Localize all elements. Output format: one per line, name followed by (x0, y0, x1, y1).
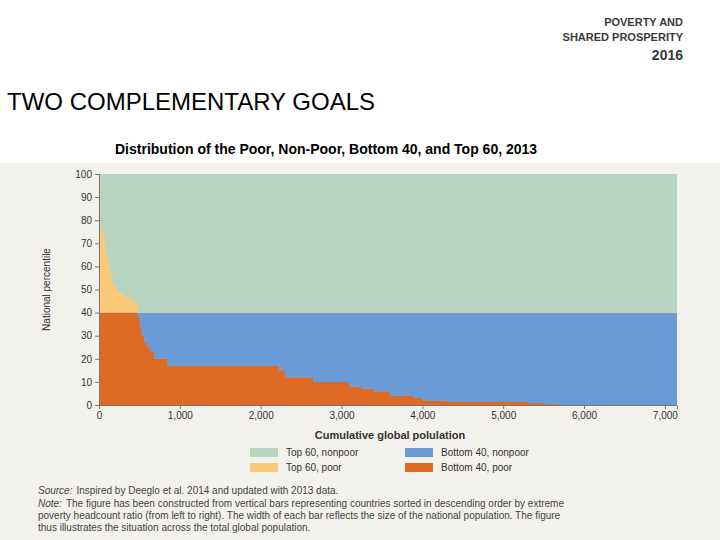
x-tick-mark (665, 405, 666, 409)
y-tick: 50 (81, 284, 99, 295)
x-axis-title: Cumulative global polulation (315, 429, 466, 441)
x-tick: 3,000 (330, 405, 355, 421)
x-tick: 1,000 (168, 405, 193, 421)
x-tick-label: 6,000 (572, 410, 597, 421)
y-tick: 70 (81, 238, 99, 249)
x-tick-label: 5,000 (491, 410, 516, 421)
x-axis-line (100, 406, 678, 410)
logo-text: 2016 (652, 47, 683, 63)
source-text: Inspired by Deeglo et al. 2014 and updat… (76, 485, 338, 496)
x-tick-label: 0 (97, 410, 103, 421)
y-tick: 40 (81, 307, 99, 318)
legend-label: Bottom 40, poor (441, 462, 513, 473)
y-tick-label: 40 (81, 307, 93, 318)
y-tick-label: 50 (81, 284, 93, 295)
y-tick: 80 (81, 215, 99, 226)
chart-title: Distribution of the Poor, Non-Poor, Bott… (115, 141, 537, 157)
x-tick-mark (422, 405, 423, 409)
y-tick-label: 80 (81, 215, 93, 226)
slide: POVERTY AND SHARED PROSPERITY 2016 TWO COMP… (0, 0, 720, 540)
x-tick: 0 (97, 405, 103, 421)
y-tick-mark (95, 313, 99, 314)
x-tick-label: 4,000 (410, 410, 435, 421)
y-tick: 100 (75, 169, 99, 180)
y-tick-label: 10 (81, 377, 93, 388)
y-tick-mark (95, 266, 99, 267)
y-tick-label: 20 (81, 354, 93, 365)
x-tick-label: 1,000 (168, 410, 193, 421)
y-tick-label: 90 (81, 192, 93, 203)
x-tick: 2,000 (249, 405, 274, 421)
y-tick-mark (95, 220, 99, 221)
x-tick: 5,000 (491, 405, 516, 421)
x-tick: 6,000 (572, 405, 597, 421)
legend-label: Top 60, poor (286, 462, 342, 473)
x-tick: 7,000 (653, 405, 678, 421)
y-tick-mark (95, 290, 99, 291)
y-axis-line (95, 175, 100, 406)
note-text: The figure has been constructed from ver… (66, 498, 564, 509)
legend-swatch (405, 448, 433, 457)
y-tick: 10 (81, 377, 99, 388)
y-tick-label: 60 (81, 261, 93, 272)
x-tick: 4,000 (410, 405, 435, 421)
y-tick: 60 (81, 261, 99, 272)
x-tick-mark (503, 405, 504, 409)
y-tick-mark (95, 382, 99, 383)
legend: Top 60, nonpoor Bottom 40, nonpoor Top 60,… (250, 447, 530, 473)
chart-panel (0, 163, 720, 540)
source-label: Source: (38, 485, 73, 496)
y-tick: 90 (81, 192, 99, 203)
y-tick-label: 100 (75, 169, 92, 180)
note-text: poverty headcount ratio (from left to ri… (38, 510, 561, 521)
y-tick-mark (95, 336, 99, 337)
y-tick-label: 30 (81, 330, 93, 341)
y-axis: 0 10 20 30 40 50 60 70 80 90 100 (75, 169, 99, 411)
y-tick-mark (95, 405, 99, 406)
x-tick-mark (342, 405, 343, 409)
legend-label: Bottom 40, nonpoor (441, 447, 530, 458)
legend-swatch (405, 463, 433, 472)
area (99, 174, 677, 313)
logo-text: SHARED PROSPERITY (563, 31, 684, 43)
x-tick-mark (261, 405, 262, 409)
plot-area (99, 174, 677, 405)
x-tick-mark (584, 405, 585, 409)
y-tick-mark (95, 197, 99, 198)
y-tick-label: 70 (81, 238, 93, 249)
area (99, 313, 677, 405)
legend-swatch (250, 463, 278, 472)
y-tick: 0 (86, 400, 99, 411)
y-axis-title: National percentile (41, 248, 52, 331)
slide-title: TWO COMPLEMENTARY GOALS (7, 88, 375, 115)
y-tick-mark (95, 359, 99, 360)
y-tick: 30 (81, 330, 99, 341)
legend-swatch (250, 448, 278, 457)
note-text: thus illustrates the situation across th… (38, 522, 310, 533)
x-tick-mark (180, 405, 181, 409)
y-tick-label: 0 (86, 400, 92, 411)
legend-label: Top 60, nonpoor (286, 447, 359, 458)
area (99, 313, 677, 405)
x-tick-label: 7,000 (653, 410, 678, 421)
y-tick: 20 (81, 354, 99, 365)
x-axis: 0 1,000 2,000 3,000 4,000 5,000 6,000 7,000 (97, 405, 679, 421)
logo-text: POVERTY AND (604, 16, 683, 28)
y-tick-mark (95, 174, 99, 175)
x-tick-label: 3,000 (330, 410, 355, 421)
note-label: Note: (38, 498, 62, 509)
x-tick-label: 2,000 (249, 410, 274, 421)
y-tick-mark (95, 243, 99, 244)
